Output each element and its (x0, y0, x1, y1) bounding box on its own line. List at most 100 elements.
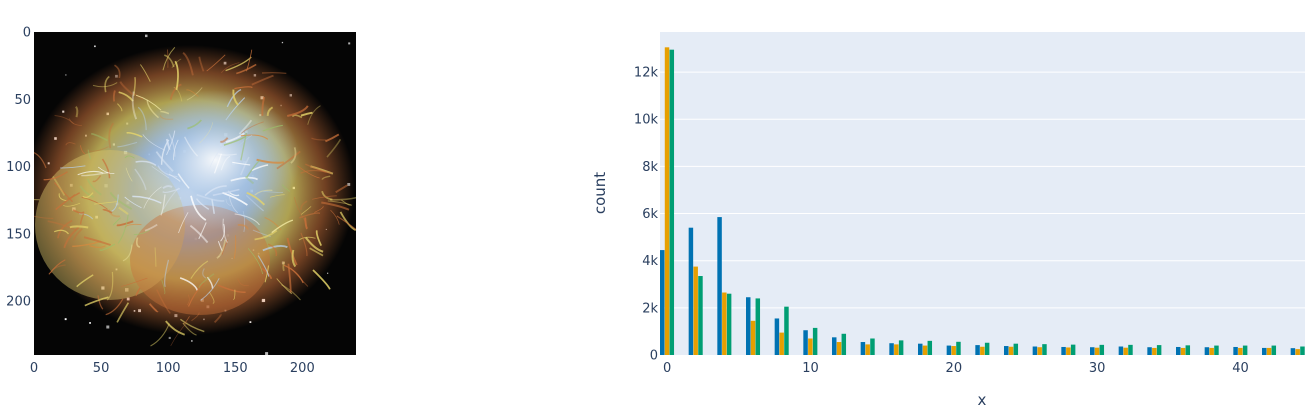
star (168, 336, 171, 339)
bar (1123, 347, 1128, 355)
bar (774, 318, 780, 355)
x-tick-label: 30 (1089, 361, 1106, 376)
bar (1147, 347, 1152, 355)
nebula-filament (94, 201, 118, 205)
bar (1262, 347, 1267, 355)
bar (894, 344, 899, 355)
bar (1066, 347, 1071, 355)
nebula-filament (143, 186, 162, 209)
nebula-filament (136, 237, 141, 248)
nebula-filament (237, 278, 249, 287)
nebula-filament (122, 244, 133, 262)
nebula-filament (191, 312, 200, 322)
nebula-filament (207, 146, 224, 172)
nebula-filament (245, 194, 265, 212)
nebula-filament (263, 190, 284, 193)
nebula-filament (251, 74, 274, 86)
nebula-filament (239, 156, 250, 176)
nebula-filament (83, 236, 111, 246)
y-tick-label: 0 (650, 349, 658, 364)
star (94, 45, 96, 48)
nebula-filament (119, 81, 134, 96)
nebula-filament (190, 260, 209, 279)
bar (1013, 343, 1019, 355)
bar (975, 345, 980, 355)
nebula-filament (202, 268, 207, 279)
bar (984, 342, 990, 355)
nebula-filament (229, 192, 240, 197)
nebula-filament (142, 134, 166, 151)
nebula-filament (159, 115, 174, 120)
nebula-filament (217, 241, 223, 252)
nebula-filament (135, 160, 157, 167)
nebula-filament (281, 184, 291, 192)
y-axis-title: count (591, 172, 609, 214)
star (64, 318, 67, 321)
nebula-filament (69, 225, 89, 229)
nebula-filament (121, 277, 148, 287)
nebula-filament (232, 89, 239, 106)
nebula-filament (134, 168, 147, 190)
histogram-panel: 0 10 20 30 40 0 2k 4k 6k 8k 10k 12k x count (591, 32, 1305, 409)
nebula-filament (216, 239, 227, 259)
nebula-filament (223, 135, 247, 146)
nebula-filament (118, 206, 129, 215)
bar (980, 346, 985, 355)
bar (746, 297, 751, 355)
bar (1070, 344, 1076, 355)
nebula-filament (186, 89, 199, 97)
star (327, 272, 329, 274)
nebula-filament (257, 255, 270, 277)
nebula-filament (148, 303, 159, 313)
nebula-filament (341, 199, 352, 206)
nebula-filament (173, 86, 183, 102)
nebula-filament (217, 153, 237, 156)
nebula-filament (34, 215, 54, 219)
nebula-filament (126, 132, 143, 138)
nebula-filament (160, 110, 170, 115)
nebula-filament (164, 54, 175, 68)
nebula-filament (269, 194, 285, 198)
bar (860, 342, 866, 355)
nebula-filament (79, 185, 95, 198)
nebula-filament (262, 124, 283, 132)
nebula-filament (162, 185, 173, 190)
nebula-filament (155, 151, 174, 172)
nebula-filament (311, 137, 327, 141)
bar (1099, 344, 1105, 355)
star (89, 322, 91, 324)
nebula-filament (150, 323, 170, 347)
bar (1300, 346, 1305, 355)
image-x-axis: 0 50 100 150 200 (30, 361, 315, 376)
nebula-filament (297, 165, 320, 179)
bar (1042, 344, 1047, 355)
nebula-filament (84, 296, 109, 307)
nebula-filament (213, 153, 222, 174)
bars (660, 47, 1305, 356)
nebula-filament (228, 190, 239, 214)
y-tick-label: 6k (642, 207, 658, 222)
nebula-filament (154, 247, 157, 267)
bar (1156, 345, 1162, 355)
bar (1180, 347, 1186, 355)
nebula-filament (47, 220, 77, 231)
nebula-filament (195, 198, 210, 210)
nebula-filament (86, 178, 102, 196)
nebula-filament (81, 196, 108, 210)
nebula-filament (312, 269, 331, 290)
nebula-filament (102, 208, 113, 214)
nebula-filament (75, 105, 79, 118)
nebula-filament (76, 274, 94, 288)
nebula-filament (299, 212, 321, 219)
bar (1094, 347, 1100, 355)
nebula-filament (101, 158, 111, 179)
nebula-filament (254, 189, 273, 196)
nebula-lower-lobe (130, 205, 270, 315)
nebula-filament (82, 192, 94, 199)
nebula-filament (170, 321, 188, 347)
nebula-filament (290, 147, 297, 164)
bar (841, 333, 847, 355)
nebula-filament (225, 97, 246, 121)
bar (1233, 346, 1238, 355)
nebula-filament (251, 164, 269, 172)
